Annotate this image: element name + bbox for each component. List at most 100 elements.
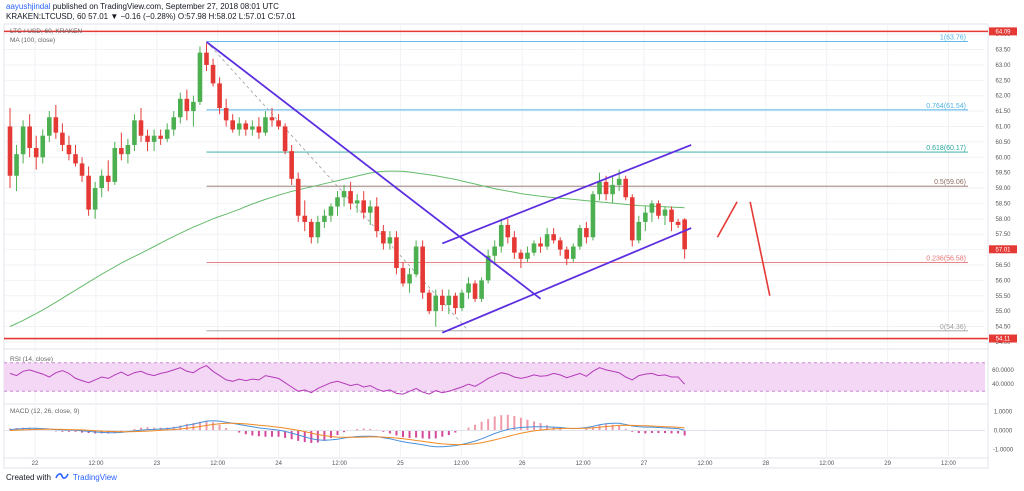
candle-body: [309, 221, 314, 238]
chart-frame: [3, 23, 989, 469]
candle-body: [335, 197, 340, 207]
tradingview-brand-link[interactable]: TradingView: [72, 472, 117, 482]
projection-line: [716, 201, 738, 238]
fib-level-label: 0.618(60.17): [926, 145, 966, 152]
candle-body: [348, 191, 353, 204]
price-tick-label: 55.50: [995, 294, 1011, 300]
candle-body: [610, 184, 615, 195]
candle-body: [649, 203, 655, 213]
price-tick-label: 62.00: [995, 94, 1011, 100]
time-tick-label: 12:00: [941, 461, 957, 467]
candle-body: [178, 98, 183, 118]
candle-body: [505, 224, 511, 238]
price-tick-label: 60.50: [995, 140, 1011, 146]
candle-body: [446, 295, 452, 305]
candle-body: [584, 228, 589, 238]
ma-legend: MA (100, close): [10, 37, 55, 44]
candle-body: [669, 209, 674, 222]
candle-body: [603, 181, 609, 195]
candle-body: [191, 101, 196, 112]
candle-body: [86, 175, 91, 210]
macd-tick-label: -1.0000: [993, 447, 1014, 453]
candle-body: [40, 135, 46, 158]
candle-body: [295, 178, 301, 216]
fib-level-label: 0.236(56.58): [926, 256, 966, 263]
macd-signal-line: [9, 422, 685, 446]
candle-body: [662, 209, 668, 216]
candle-body: [590, 194, 596, 238]
projection-line: [749, 201, 771, 296]
candle-body: [223, 108, 229, 121]
candle-body: [282, 126, 288, 152]
moving-average-line: [9, 170, 685, 327]
level-price-tag: [989, 334, 1017, 343]
candle-body: [367, 206, 373, 213]
candle-body: [623, 178, 628, 198]
candle-body: [151, 135, 157, 142]
candle-body: [551, 234, 556, 241]
candle-body: [341, 191, 347, 198]
candle-body: [381, 231, 386, 244]
candle-body: [138, 120, 144, 136]
price-tick-label: 58.50: [995, 201, 1011, 207]
rsi-tick-label: 60.0000: [992, 368, 1014, 374]
candle-body: [577, 228, 583, 247]
candle-body: [7, 126, 13, 176]
candle-body: [466, 283, 471, 293]
candle-body: [387, 237, 393, 244]
candle-body: [60, 132, 65, 145]
candle-body: [230, 120, 235, 130]
candle-body: [413, 246, 419, 275]
candle-body: [210, 64, 216, 84]
candle-body: [14, 154, 19, 176]
time-tick-label: 28: [762, 461, 769, 467]
fib-level-label: 1(63.76): [940, 35, 966, 42]
last-price-tag: [989, 245, 1017, 254]
candle-body: [263, 117, 268, 133]
time-tick-label: 12:00: [819, 461, 835, 467]
price-axes: 22 12:00 23 12:00 24 12:00 25 12:00 26 12:00 27 12:…: [32, 27, 1017, 467]
candle-body: [643, 212, 648, 222]
candle-body: [269, 117, 275, 121]
rsi-pane[interactable]: [4, 362, 985, 395]
candle-body: [20, 126, 26, 155]
author-link[interactable]: aayushjindal: [6, 2, 51, 11]
candle-body: [27, 126, 32, 149]
candle-body: [636, 221, 642, 241]
candle-body: [682, 219, 687, 250]
candle-body: [538, 243, 543, 247]
candle-body: [73, 154, 78, 164]
candle-body: [361, 200, 366, 213]
candle-body: [544, 234, 550, 247]
candle-body: [407, 274, 412, 284]
macd-tick-label: 1.0000: [994, 410, 1013, 416]
candle-body: [557, 240, 563, 250]
price-tick-label: 54.00: [995, 340, 1011, 346]
bearish-trendline: [205, 41, 542, 300]
fib-level-label: 0(54.36): [940, 324, 966, 331]
candle-body: [256, 126, 262, 133]
candle-body: [656, 203, 661, 216]
price-tick-label: 63.50: [995, 48, 1011, 54]
tradingview-logo-icon: [55, 472, 69, 482]
candle-body: [33, 148, 39, 158]
price-tick-label: 60.00: [995, 155, 1011, 161]
channel-lower: [441, 227, 692, 334]
candle-body: [597, 181, 602, 195]
candle-body: [145, 135, 150, 142]
price-tick-label: 59.50: [995, 171, 1011, 177]
candle-body: [92, 188, 98, 210]
main-pane[interactable]: 1(63.76) 0.764(61.54) 0.618(60.17) 0.5(59.0…: [4, 30, 988, 340]
time-tick-label: 12:00: [88, 461, 104, 467]
macd-pane[interactable]: [4, 414, 985, 448]
candle-body: [440, 295, 445, 305]
rsi-legend: RSI (14, close): [10, 356, 53, 363]
price-tick-label: 61.50: [995, 109, 1011, 115]
candle-body: [629, 197, 635, 241]
candle-body: [132, 120, 137, 145]
candle-body: [79, 163, 85, 176]
candle-body: [472, 283, 478, 299]
time-tick-label: 12:00: [210, 461, 226, 467]
